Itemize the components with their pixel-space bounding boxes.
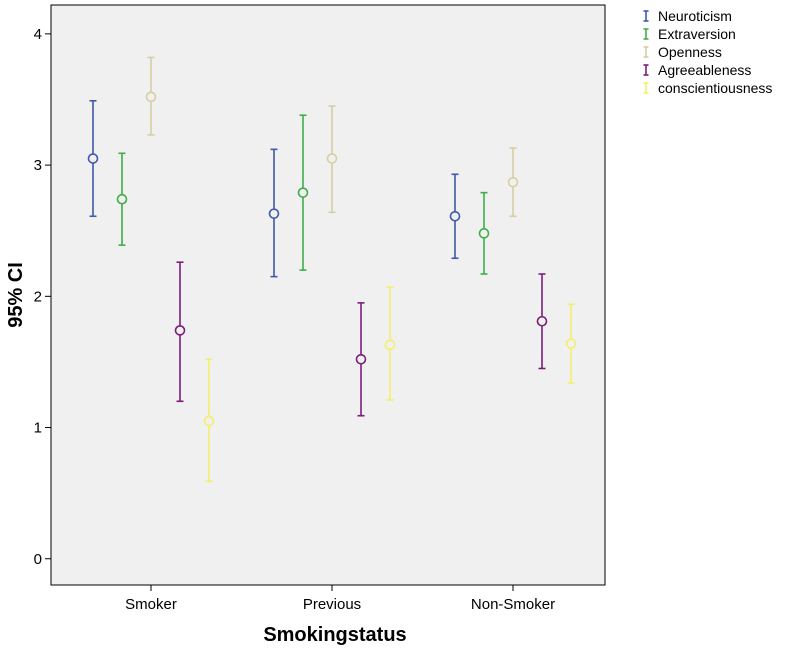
mean-marker	[536, 315, 548, 327]
mean-marker	[326, 153, 338, 164]
mean-marker	[87, 153, 99, 164]
series-agreeableness	[174, 261, 548, 417]
y-tick-label: 1	[34, 420, 42, 437]
mean-marker	[203, 415, 215, 427]
legend-label: Openness	[658, 44, 722, 60]
series-extraversion	[116, 114, 490, 275]
legend-label: Extraversion	[658, 26, 736, 42]
mean-marker	[384, 339, 396, 351]
legend-label: Agreeableness	[658, 62, 751, 78]
y-tick-label: 2	[34, 288, 42, 305]
series-conscientiousness	[203, 286, 577, 483]
mean-marker	[478, 228, 490, 239]
y-axis-title: 95% CI	[5, 262, 27, 328]
legend-item: Openness	[643, 44, 722, 60]
legend-label: conscientiousness	[658, 80, 772, 96]
x-tick-label: Smoker	[125, 596, 177, 613]
y-tick-label: 3	[34, 157, 42, 174]
y-tick-label: 4	[34, 26, 42, 43]
mean-marker	[174, 325, 186, 336]
legend-item: conscientiousness	[643, 80, 772, 96]
series-layer	[87, 56, 577, 483]
mean-marker	[297, 187, 309, 198]
mean-marker	[145, 91, 157, 103]
x-tick-label: Non-Smoker	[471, 596, 555, 613]
legend-label: Neuroticism	[658, 8, 732, 24]
x-axis: Smoker Previous Non-Smoker	[125, 585, 555, 613]
legend-item: Extraversion	[643, 26, 736, 42]
mean-marker	[116, 193, 128, 205]
series-neuroticism	[87, 99, 461, 278]
mean-marker	[449, 210, 461, 222]
mean-marker	[355, 353, 367, 365]
mean-marker	[268, 208, 280, 219]
x-axis-title: Smokingstatus	[263, 624, 406, 646]
x-tick-label: Previous	[303, 596, 361, 613]
y-axis: 0 1 2 3 4	[34, 26, 51, 568]
legend-item: Neuroticism	[643, 8, 732, 24]
mean-marker	[507, 176, 519, 188]
legend: Neuroticism Extraversion Openness Agreeable…	[643, 8, 772, 96]
series-openness	[145, 56, 519, 218]
y-tick-label: 0	[34, 551, 42, 568]
legend-item: Agreeableness	[643, 62, 751, 78]
plot-area	[50, 4, 606, 586]
mean-marker	[565, 338, 577, 349]
